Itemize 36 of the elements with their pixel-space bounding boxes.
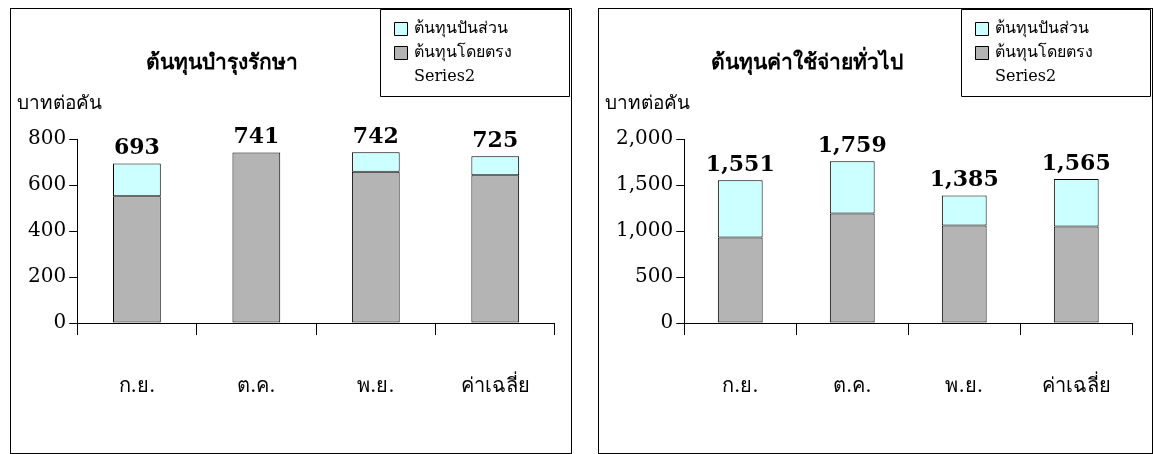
x-tick-label: ก.ย. bbox=[118, 373, 156, 398]
x-tick-label: ต.ค. bbox=[832, 373, 872, 398]
total-label: 725 bbox=[472, 125, 519, 152]
x-tick-label: ค่าเฉลี่ย bbox=[1041, 371, 1111, 398]
y-tick-label: 200 bbox=[27, 263, 67, 288]
y-tick-label: 400 bbox=[27, 217, 67, 242]
x-tick-label: ก.ย. bbox=[721, 373, 759, 398]
chart-title: ต้นทุนค่าใช้จ่ายทั่วไป bbox=[709, 45, 904, 77]
x-tick-label: ต.ค. bbox=[236, 373, 276, 398]
y-tick-label: 1,000 bbox=[615, 217, 674, 242]
x-tick-label: ค่าเฉลี่ย bbox=[460, 371, 530, 398]
y-tick-label: 500 bbox=[635, 263, 674, 288]
text: Series2 bbox=[995, 66, 1057, 86]
y-axis-title: บาทต่อคัน bbox=[17, 90, 102, 115]
y-tick-label: 2,000 bbox=[615, 125, 674, 150]
total-label: 741 bbox=[233, 122, 280, 149]
legend-label: ต้นทุนโดยตรง bbox=[414, 42, 512, 63]
total-label: 1,385 bbox=[929, 165, 999, 192]
total-label: 693 bbox=[113, 133, 160, 160]
total-label: 1,565 bbox=[1041, 148, 1111, 175]
legend-label: ต้นทุนปันส่วน bbox=[995, 18, 1089, 39]
total-label: 1,759 bbox=[817, 130, 887, 157]
y-tick-label: 1,500 bbox=[615, 171, 674, 196]
x-tick-label: พ.ย. bbox=[356, 373, 395, 398]
y-tick-label: 600 bbox=[27, 171, 67, 196]
y-tick-label: 0 bbox=[660, 309, 674, 334]
total-label: 1,551 bbox=[705, 150, 775, 177]
legend-label: ต้นทุนโดยตรง bbox=[995, 42, 1093, 63]
chart-title: ต้นทุนบำรุงรักษา bbox=[145, 48, 299, 77]
x-tick-label: พ.ย. bbox=[945, 373, 984, 398]
text: Series2 bbox=[414, 66, 476, 86]
y-tick-label: 800 bbox=[27, 125, 67, 150]
total-label: 742 bbox=[352, 122, 399, 149]
y-tick-label: 0 bbox=[53, 309, 67, 334]
legend-label: ต้นทุนปันส่วน bbox=[414, 18, 508, 39]
y-axis-title: บาทต่อคัน bbox=[605, 90, 690, 115]
